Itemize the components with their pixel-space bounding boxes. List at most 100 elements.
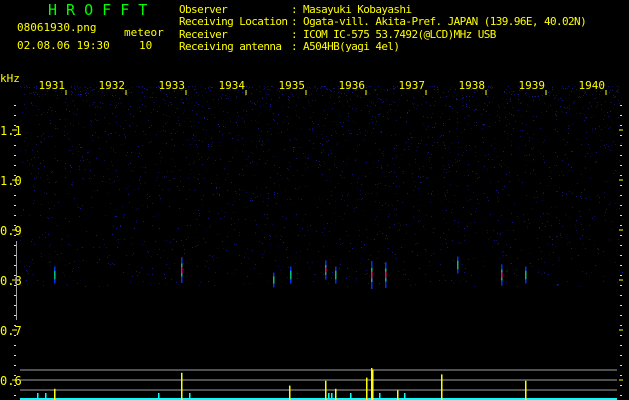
noise-pixel	[401, 154, 402, 155]
noise-pixel	[131, 87, 132, 88]
noise-pixel	[532, 138, 533, 139]
noise-pixel	[417, 255, 418, 256]
noise-pixel	[560, 235, 561, 236]
noise-pixel	[603, 119, 604, 120]
y-minor-tick	[14, 295, 16, 296]
noise-pixel	[242, 138, 243, 139]
noise-pixel	[529, 253, 530, 254]
noise-pixel	[466, 150, 467, 151]
noise-pixel	[403, 274, 404, 275]
noise-pixel	[433, 253, 434, 254]
noise-pixel	[264, 214, 265, 215]
noise-pixel	[213, 255, 214, 256]
noise-pixel	[163, 250, 164, 251]
noise-pixel	[408, 139, 409, 140]
noise-pixel	[34, 87, 35, 88]
noise-pixel	[529, 137, 530, 138]
noise-pixel	[357, 95, 358, 96]
noise-pixel	[237, 112, 238, 113]
noise-pixel	[194, 161, 195, 162]
noise-pixel	[87, 88, 88, 89]
noise-pixel	[234, 223, 235, 224]
noise-pixel	[340, 175, 341, 176]
noise-pixel	[617, 92, 618, 93]
noise-pixel	[213, 163, 214, 164]
noise-pixel	[437, 262, 438, 263]
noise-pixel	[138, 146, 139, 147]
y-minor-tick	[14, 155, 16, 156]
noise-pixel	[392, 158, 393, 159]
noise-pixel	[259, 114, 260, 115]
noise-pixel	[342, 171, 343, 172]
noise-pixel	[52, 171, 53, 172]
noise-pixel	[426, 129, 427, 130]
noise-pixel	[471, 275, 472, 276]
noise-pixel	[366, 162, 367, 163]
noise-pixel	[475, 232, 476, 233]
noise-pixel	[284, 149, 285, 150]
noise-pixel	[72, 92, 73, 93]
noise-pixel	[327, 114, 328, 115]
noise-pixel	[581, 198, 582, 199]
noise-pixel	[548, 274, 549, 275]
noise-pixel	[592, 130, 593, 131]
noise-pixel	[335, 201, 336, 202]
noise-pixel	[493, 97, 494, 98]
noise-pixel	[431, 168, 432, 169]
noise-pixel	[77, 283, 78, 284]
y-minor-tick-right	[620, 155, 622, 156]
noise-pixel	[569, 91, 570, 92]
noise-pixel	[356, 271, 357, 272]
noise-pixel	[462, 95, 463, 96]
noise-pixel	[202, 141, 203, 142]
noise-pixel	[434, 142, 435, 143]
y-minor-tick-right	[620, 245, 622, 246]
noise-pixel	[156, 180, 157, 181]
noise-pixel	[417, 210, 418, 211]
noise-pixel	[230, 89, 231, 90]
noise-pixel	[585, 92, 586, 93]
noise-pixel	[179, 123, 180, 124]
noise-pixel	[305, 169, 306, 170]
noise-pixel	[71, 94, 72, 95]
noise-pixel	[507, 103, 508, 104]
noise-pixel	[274, 183, 275, 184]
noise-pixel	[489, 126, 490, 127]
noise-pixel	[458, 222, 459, 223]
noise-pixel	[497, 233, 498, 234]
noise-pixel	[609, 92, 610, 93]
noise-pixel	[87, 159, 88, 160]
noise-pixel	[129, 202, 130, 203]
noise-pixel	[321, 272, 322, 273]
noise-pixel	[461, 106, 462, 107]
noise-pixel	[509, 92, 510, 93]
noise-pixel	[603, 276, 604, 277]
noise-pixel	[443, 275, 444, 276]
noise-pixel	[373, 91, 374, 92]
noise-pixel	[142, 167, 143, 168]
noise-pixel	[413, 97, 414, 98]
noise-pixel	[399, 186, 400, 187]
noise-pixel	[449, 119, 450, 120]
noise-pixel	[346, 87, 347, 88]
noise-pixel	[399, 230, 400, 231]
noise-pixel	[38, 157, 39, 158]
noise-pixel	[339, 101, 340, 102]
noise-pixel	[27, 132, 28, 133]
noise-pixel	[160, 151, 161, 152]
noise-pixel	[369, 123, 370, 124]
noise-pixel	[116, 105, 117, 106]
noise-pixel	[590, 156, 591, 157]
noise-pixel	[130, 282, 131, 283]
noise-pixel	[597, 248, 598, 249]
noise-pixel	[469, 96, 470, 97]
noise-pixel	[406, 233, 407, 234]
noise-pixel	[377, 167, 378, 168]
noise-pixel	[547, 221, 548, 222]
noise-pixel	[238, 135, 239, 136]
noise-pixel	[55, 158, 56, 159]
noise-pixel	[269, 239, 270, 240]
noise-pixel	[373, 162, 374, 163]
noise-pixel	[117, 247, 118, 248]
noise-pixel	[270, 177, 271, 178]
